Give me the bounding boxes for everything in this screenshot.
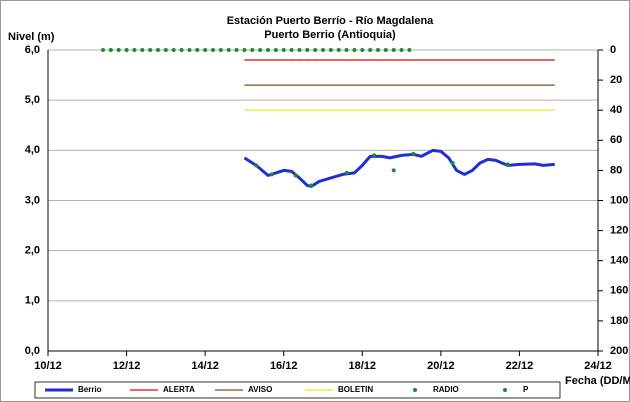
x-tick-label: 14/12	[191, 360, 219, 372]
point	[211, 48, 215, 52]
point	[124, 48, 129, 52]
point	[171, 48, 176, 52]
y2-tick-label: 160	[610, 285, 628, 297]
point	[328, 48, 333, 52]
y2-tick-label: 80	[610, 164, 622, 176]
y2-tick-label: 20	[610, 74, 622, 86]
point	[116, 48, 121, 52]
point	[344, 48, 349, 52]
point	[258, 48, 263, 52]
y-tick-label: 2,0	[25, 245, 40, 257]
legend-label: BOLETIN	[338, 385, 373, 394]
y-tick-label: 0,0	[25, 345, 40, 357]
point	[372, 153, 377, 158]
y-tick-label: 5,0	[25, 94, 40, 106]
y2-tick-label: 200	[610, 345, 628, 357]
point	[242, 48, 247, 52]
point	[179, 48, 184, 52]
point	[411, 151, 416, 156]
point	[360, 48, 365, 52]
point	[505, 162, 510, 167]
x-tick-label: 22/12	[506, 360, 534, 372]
point	[450, 160, 455, 165]
point	[163, 48, 168, 52]
legend-marker	[503, 388, 507, 392]
point	[293, 173, 298, 178]
point	[226, 48, 231, 52]
x-tick-label: 20/12	[427, 360, 455, 372]
legend-label: ALERTA	[163, 385, 195, 394]
legend-label: RADIO	[433, 385, 459, 394]
y2-tick-label: 60	[610, 134, 622, 146]
point	[352, 48, 357, 52]
point	[148, 48, 153, 52]
point	[195, 48, 200, 52]
point	[250, 48, 255, 52]
y2-tick-label: 100	[610, 194, 628, 206]
point	[101, 48, 105, 52]
point	[313, 48, 318, 52]
legend-label: AVISO	[248, 385, 272, 394]
point	[234, 48, 239, 52]
point	[391, 168, 396, 173]
point	[273, 48, 278, 52]
x-axis-label: Fecha (DD/M/AA)	[565, 375, 630, 387]
x-tick-label: 24/12	[584, 360, 612, 372]
y-tick-label: 3,0	[25, 194, 40, 206]
legend-label: Berrio	[78, 385, 102, 394]
point	[108, 48, 113, 52]
y-tick-label: 4,0	[25, 144, 40, 156]
point	[254, 163, 259, 168]
y2-tick-label: 140	[610, 255, 628, 267]
point	[368, 48, 373, 52]
point	[289, 48, 294, 52]
point	[269, 172, 274, 177]
y2-tick-label: 180	[610, 315, 628, 327]
y2-tick-label: 40	[610, 104, 622, 116]
point	[132, 48, 137, 52]
chart-title: Estación Puerto Berrío - Río Magdalena	[227, 15, 434, 27]
point	[383, 48, 388, 52]
point	[309, 183, 314, 188]
x-tick-label: 18/12	[349, 360, 377, 372]
point	[218, 48, 223, 52]
point	[321, 48, 325, 52]
point	[203, 48, 208, 52]
legend-marker	[413, 388, 417, 392]
x-tick-label: 10/12	[34, 360, 62, 372]
y2-tick-label: 0	[610, 44, 616, 56]
point	[140, 48, 145, 52]
x-tick-label: 12/12	[113, 360, 141, 372]
point	[305, 48, 310, 52]
y-tick-label: 1,0	[25, 295, 40, 307]
point	[281, 48, 286, 52]
point	[156, 48, 160, 52]
point	[336, 48, 341, 52]
point	[344, 170, 349, 175]
point	[266, 48, 270, 52]
legend-label: P	[523, 385, 529, 394]
point	[399, 48, 404, 52]
point	[391, 48, 396, 52]
chart-subtitle: Puerto Berrio (Antioquia)	[264, 29, 396, 41]
legend	[34, 381, 561, 399]
y2-tick-label: 120	[610, 225, 628, 237]
x-tick-label: 16/12	[270, 360, 298, 372]
point	[407, 48, 412, 52]
y-tick-label: 6,0	[25, 44, 40, 56]
point	[297, 48, 302, 52]
point	[376, 48, 380, 52]
point	[187, 48, 192, 52]
y-axis-label: Nivel (m)	[8, 31, 55, 43]
